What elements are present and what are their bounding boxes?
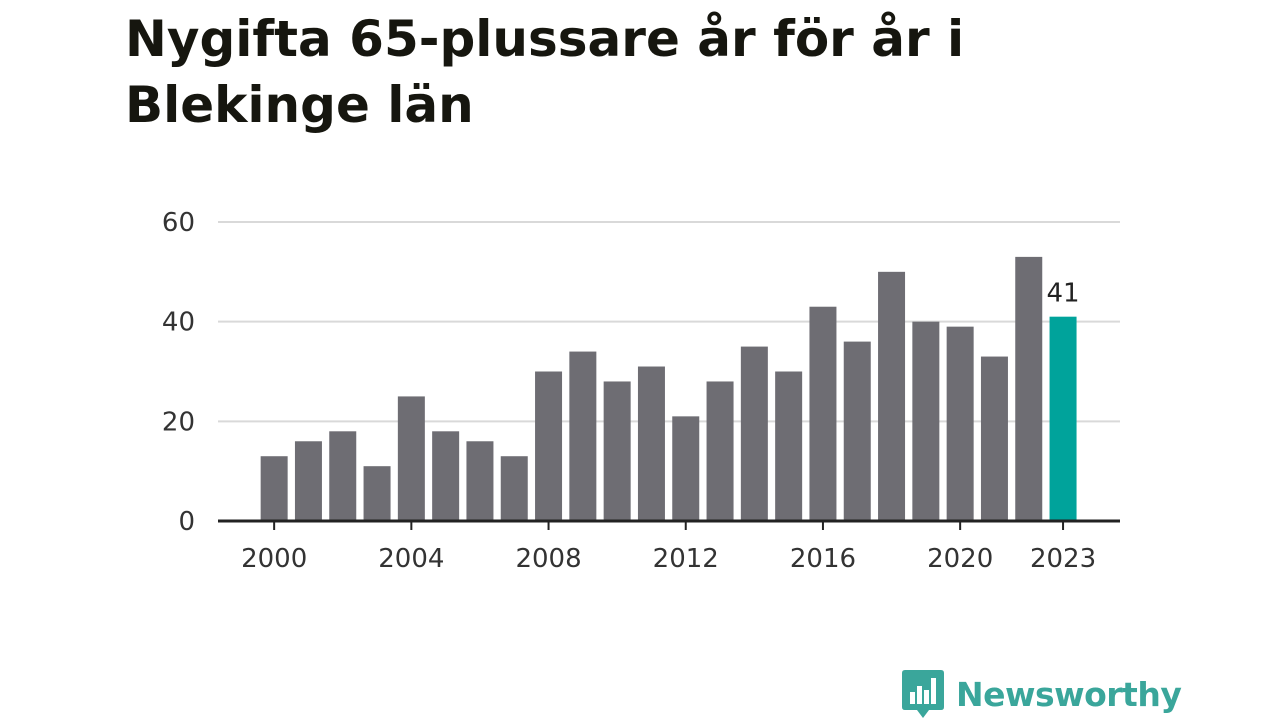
- x-axis: [218, 519, 1120, 530]
- bar-2012: [672, 416, 700, 521]
- bar-2020: [946, 326, 974, 521]
- y-tick-label: 40: [162, 308, 195, 338]
- bar-2018: [878, 271, 906, 521]
- x-tick-label: 2020: [927, 544, 993, 574]
- bar-2004: [397, 396, 425, 521]
- bar-2021: [980, 356, 1008, 521]
- bar-2022: [1015, 256, 1043, 521]
- bar-2015: [775, 371, 803, 521]
- annotations: 41: [1047, 279, 1080, 309]
- bar-2003: [363, 466, 391, 521]
- y-tick-labels: 0 20 40 60: [162, 208, 195, 537]
- bar-2013: [706, 381, 734, 521]
- bar-2023: [1049, 316, 1077, 521]
- bar-2010: [603, 381, 631, 521]
- highlight-value-label: 41: [1047, 279, 1080, 309]
- x-tick-label: 2004: [378, 544, 444, 574]
- x-tick-label: 2008: [515, 544, 581, 574]
- x-tick-labels: 2000 2004 2008 2012 2016 2020 2023: [241, 544, 1096, 574]
- x-tick-label: 2012: [653, 544, 719, 574]
- bar-2017: [843, 341, 871, 521]
- x-tick-label: 2016: [790, 544, 856, 574]
- bar-2007: [500, 456, 528, 521]
- bar-2009: [569, 351, 597, 521]
- bars: [260, 256, 1077, 521]
- chart-title: Nygifta 65-plussare år för år i Blekinge…: [125, 10, 965, 134]
- bar-2016: [809, 306, 837, 521]
- bar-2019: [912, 321, 940, 521]
- bar-2011: [637, 366, 665, 521]
- bar-2006: [466, 441, 494, 521]
- y-tick-label: 60: [162, 208, 195, 238]
- y-tick-label: 20: [162, 407, 195, 437]
- y-tick-label: 0: [178, 507, 195, 537]
- bar-2014: [740, 346, 768, 521]
- x-tick-label: 2000: [241, 544, 307, 574]
- bar-2002: [329, 431, 357, 521]
- bar-2000: [260, 456, 288, 521]
- x-tick-label: 2023: [1030, 544, 1096, 574]
- bar-2008: [535, 371, 563, 521]
- bar-2001: [294, 441, 322, 521]
- brand-name: Newsworthy: [956, 674, 1182, 714]
- newsworthy-logo-icon: [902, 670, 944, 718]
- newsworthy-logo: Newsworthy: [902, 670, 1182, 718]
- bar-2005: [432, 431, 460, 521]
